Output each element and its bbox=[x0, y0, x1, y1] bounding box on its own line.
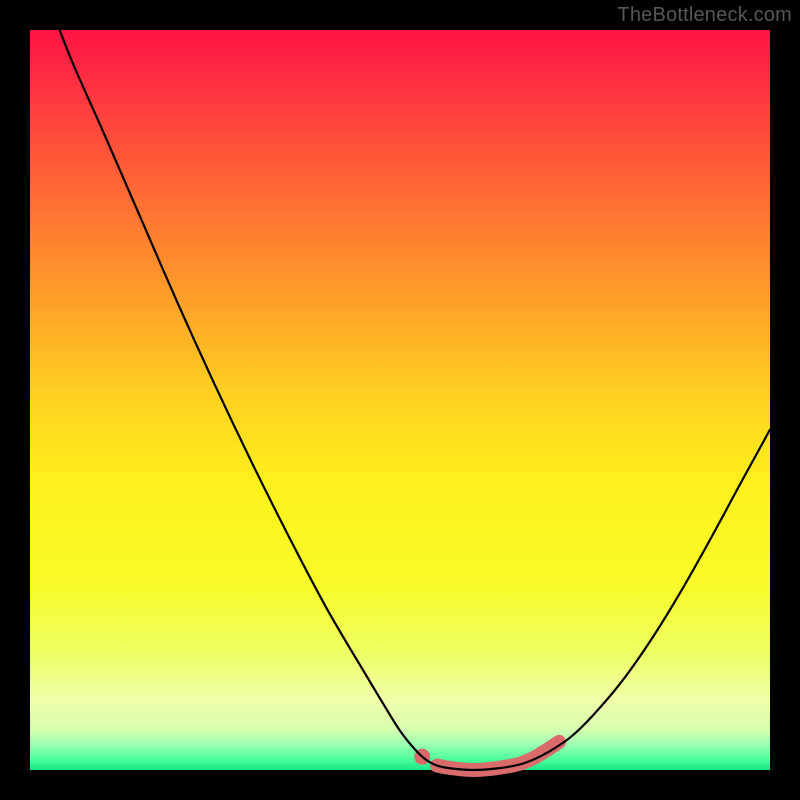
chart-canvas bbox=[0, 0, 800, 800]
plot-background bbox=[30, 30, 770, 770]
bottleneck-chart: TheBottleneck.com bbox=[0, 0, 800, 800]
watermark-text: TheBottleneck.com bbox=[617, 4, 792, 27]
